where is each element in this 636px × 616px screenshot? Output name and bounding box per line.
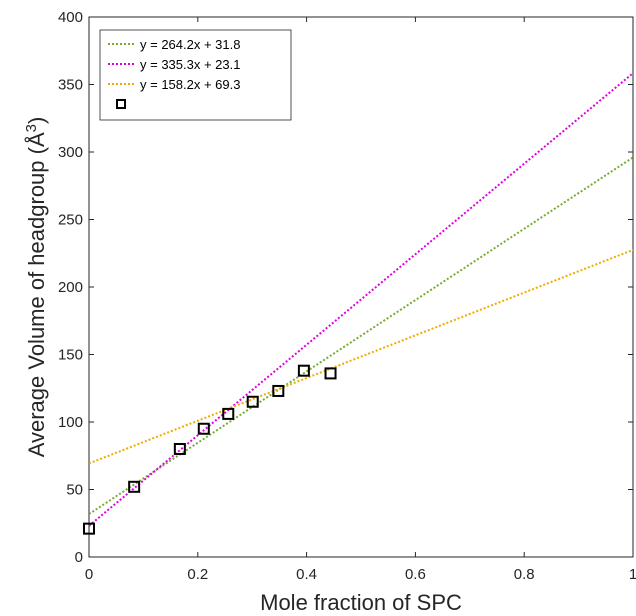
x-tick-label: 1 [629,566,636,583]
scatter-points [83,364,337,535]
fit-line [89,72,633,527]
data-point [272,384,285,397]
x-axis-label: Mole fraction of SPC [260,590,462,615]
x-tick-label: 0 [85,566,93,583]
y-tick-label: 250 [58,212,83,229]
data-point [197,422,210,435]
x-tick-label: 0.2 [187,566,208,583]
data-point [297,364,310,377]
x-tick-label: 0.4 [296,566,317,583]
y-tick-label: 400 [58,9,83,26]
y-tick-label: 100 [58,414,83,431]
y-tick-label: 350 [58,77,83,94]
y-axis-label: Average Volume of headgroup (Å3) [23,117,50,458]
data-point [246,395,259,408]
data-point [173,443,186,455]
fit-line [89,248,633,465]
data-point [324,367,337,380]
y-tick-label: 200 [58,279,83,296]
data-point [128,480,141,493]
y-tick-label: 300 [58,144,83,161]
data-point [83,522,95,535]
legend-marker [116,99,126,109]
y-tick-label: 150 [58,347,83,364]
legend-box [99,29,292,121]
axis-ticks: 0 0.2 0.4 0.6 0.8 1 0 50 100 150 200 250 300 350 400 [58,9,636,583]
y-tick-label: 0 [75,549,83,566]
y-axis-label-superscript: 3 [23,124,40,132]
legend-label: y = 158.2x + 69.3 [140,77,240,92]
legend-label: y = 335.3x + 23.1 [140,57,240,72]
legend: y = 264.2x + 31.8 y = 335.3x + 23.1 y = 15… [99,29,292,121]
x-tick-label: 0.8 [514,566,535,583]
y-tick-label: 50 [66,482,83,499]
legend-label: y = 264.2x + 31.8 [140,37,240,52]
data-point [222,407,235,420]
x-tick-label: 0.6 [405,566,426,583]
